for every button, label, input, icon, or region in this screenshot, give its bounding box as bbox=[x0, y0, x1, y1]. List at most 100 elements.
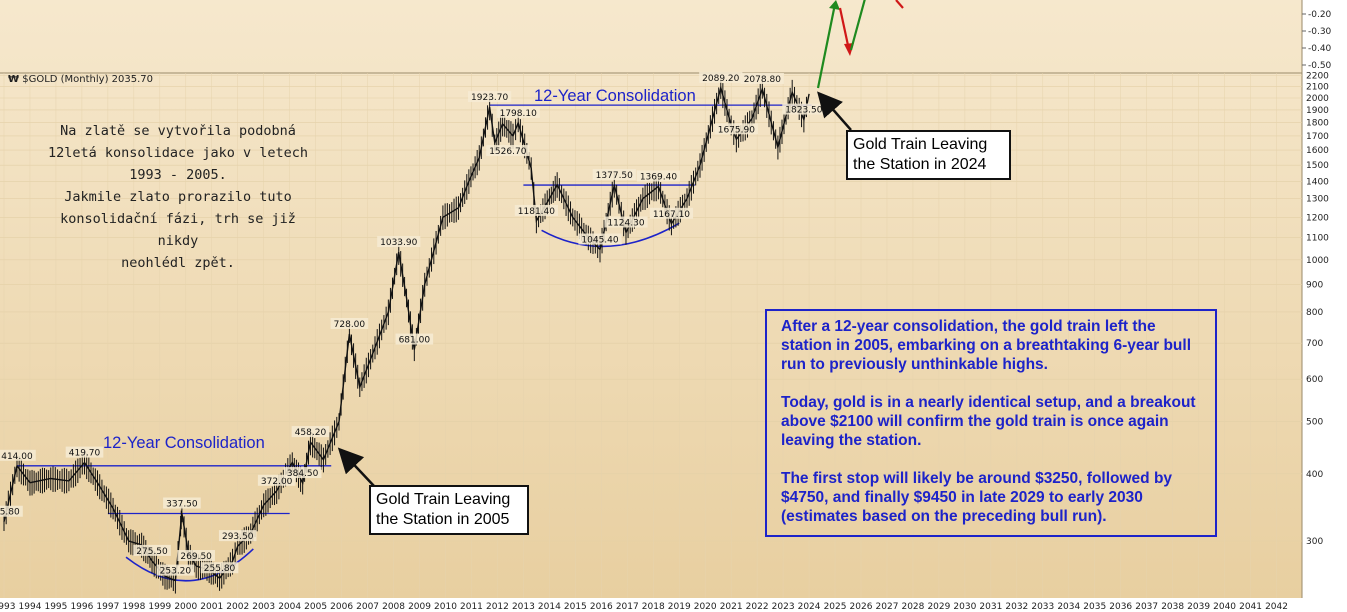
value-label: 1181.40 bbox=[518, 207, 555, 217]
value-label: 253.20 bbox=[160, 567, 192, 577]
upper-tick-label: -0.20 bbox=[1308, 10, 1332, 20]
callout-2005: Gold Train Leaving the Station in 2005 bbox=[369, 485, 529, 535]
y-tick-label: 900 bbox=[1306, 280, 1323, 290]
x-tick-label: 2001 bbox=[200, 602, 223, 612]
upper-indicator-panel: -0.20 -0.30 -0.40 -0.50 bbox=[1302, 10, 1332, 71]
y-tick-label: 400 bbox=[1306, 470, 1323, 480]
value-label-bg bbox=[699, 71, 743, 83]
y-tick-label: 1800 bbox=[1306, 119, 1329, 129]
x-tick-label: 2040 bbox=[1213, 602, 1236, 612]
x-tick-label: 2024 bbox=[798, 602, 821, 612]
x-tick-label: 2003 bbox=[252, 602, 275, 612]
chart-logo-icon: ₩ bbox=[8, 74, 20, 85]
y-tick-label: 300 bbox=[1306, 537, 1323, 547]
projection-arrowhead-up-1 bbox=[829, 0, 840, 10]
value-label-bg bbox=[468, 91, 512, 103]
y-tick-label: 600 bbox=[1306, 375, 1323, 385]
x-tick-label: 2034 bbox=[1057, 602, 1080, 612]
x-tick-label: 2038 bbox=[1161, 602, 1184, 612]
x-tick-label: 2005 bbox=[304, 602, 327, 612]
y-tick-label: 1600 bbox=[1306, 146, 1329, 156]
czech-note: Na zlatě se vytvořila podobná 12letá kon… bbox=[47, 123, 309, 271]
y-tick-label: 1300 bbox=[1306, 195, 1329, 205]
y-tick-label: 1500 bbox=[1306, 161, 1329, 171]
value-label-bg bbox=[156, 564, 195, 576]
x-tick-label: 2039 bbox=[1187, 602, 1210, 612]
value-label: 269.50 bbox=[180, 552, 212, 562]
annotation-labels: 325.80 414.00 419.70 337.50 275.50 253.20 269.… bbox=[0, 71, 826, 577]
value-label-bg bbox=[200, 562, 239, 574]
x-tick-label: 2027 bbox=[876, 602, 899, 612]
value-label-bg bbox=[496, 106, 540, 118]
y-tick-label: 2000 bbox=[1306, 94, 1329, 104]
x-tick-label: 2023 bbox=[772, 602, 795, 612]
value-label: 337.50 bbox=[166, 499, 198, 509]
value-label-bg bbox=[133, 544, 171, 556]
value-label-bg bbox=[782, 103, 826, 115]
value-label-bg bbox=[377, 236, 421, 248]
value-label-bg bbox=[291, 426, 330, 438]
callout-arrow-2024 bbox=[817, 91, 852, 131]
value-label-bg bbox=[177, 550, 215, 562]
value-label: 458.20 bbox=[295, 428, 327, 438]
info-paragraph-2: Today, gold is in a nearly identical set… bbox=[781, 394, 1196, 449]
value-label-bg bbox=[578, 233, 622, 245]
x-tick-label: 2014 bbox=[538, 602, 561, 612]
upper-tick-label: -0.40 bbox=[1308, 44, 1332, 54]
x-tick-label: 2026 bbox=[850, 602, 873, 612]
value-label: 1923.70 bbox=[471, 93, 508, 103]
right-axis-background bbox=[1302, 0, 1347, 612]
x-tick-label: 2019 bbox=[668, 602, 691, 612]
value-label-bg bbox=[65, 446, 104, 458]
x-tick-label: 2002 bbox=[226, 602, 249, 612]
upper-tick-label: -0.30 bbox=[1308, 27, 1332, 37]
symbol-label: ₩ $GOLD (Monthly) 2035.70 bbox=[8, 74, 154, 85]
x-tick-label: 2016 bbox=[590, 602, 613, 612]
x-tick-label: 2018 bbox=[642, 602, 665, 612]
projection-arrows bbox=[816, 0, 904, 89]
value-label-bg bbox=[0, 449, 36, 461]
value-label-bg bbox=[257, 474, 296, 486]
x-tick-label: 2032 bbox=[1005, 602, 1028, 612]
projection-leg-down-2 bbox=[895, 0, 904, 9]
projection-leg-down-1 bbox=[838, 7, 851, 51]
y-axis-ticks: 300 400 500 600 700 800 900 1000 1100 1200 1300 140… bbox=[1306, 72, 1329, 547]
value-label: 325.80 bbox=[0, 508, 20, 518]
bottom-axis-background bbox=[0, 598, 1347, 612]
y-tick-label: 1700 bbox=[1306, 132, 1329, 142]
info-paragraph-1: After a 12-year consolidation, the gold … bbox=[781, 318, 1192, 373]
value-label: 255.80 bbox=[204, 564, 236, 574]
value-label-bg bbox=[0, 505, 23, 517]
value-label-bg bbox=[592, 169, 636, 181]
value-label: 2078.80 bbox=[744, 75, 781, 85]
x-tick-label: 2021 bbox=[720, 602, 743, 612]
info-paragraph-3: The first stop will likely be around $32… bbox=[781, 470, 1173, 525]
value-label-bg bbox=[330, 317, 369, 329]
value-label: 384.50 bbox=[287, 469, 319, 479]
value-label-bg bbox=[714, 123, 758, 135]
x-tick-label: 2012 bbox=[486, 602, 509, 612]
x-tick-label: 2000 bbox=[174, 602, 197, 612]
x-tick-label: 1998 bbox=[122, 602, 145, 612]
x-tick-label: 2013 bbox=[512, 602, 535, 612]
x-tick-label: 1993 bbox=[0, 602, 15, 612]
value-label: 1124.30 bbox=[607, 218, 644, 228]
y-tick-label: 2100 bbox=[1306, 83, 1329, 93]
value-label-bg bbox=[649, 207, 694, 219]
value-label: 1798.10 bbox=[500, 109, 537, 119]
y-tick-label: 500 bbox=[1306, 418, 1323, 428]
value-label: 1377.50 bbox=[596, 171, 633, 181]
x-tick-label: 2008 bbox=[382, 602, 405, 612]
y-tick-label: 700 bbox=[1306, 339, 1323, 349]
x-tick-label: 1999 bbox=[148, 602, 171, 612]
value-label: 1369.40 bbox=[640, 172, 677, 182]
x-tick-label: 2015 bbox=[564, 602, 587, 612]
x-tick-label: 1997 bbox=[96, 602, 119, 612]
y-tick-label: 1400 bbox=[1306, 177, 1329, 187]
consolidation-title-2: 12-Year Consolidation bbox=[534, 87, 696, 105]
value-label: 728.00 bbox=[334, 320, 366, 330]
y-tick-label: 1100 bbox=[1306, 234, 1329, 244]
value-label-bg bbox=[514, 204, 558, 216]
projection-leg-up-1 bbox=[816, 3, 837, 89]
